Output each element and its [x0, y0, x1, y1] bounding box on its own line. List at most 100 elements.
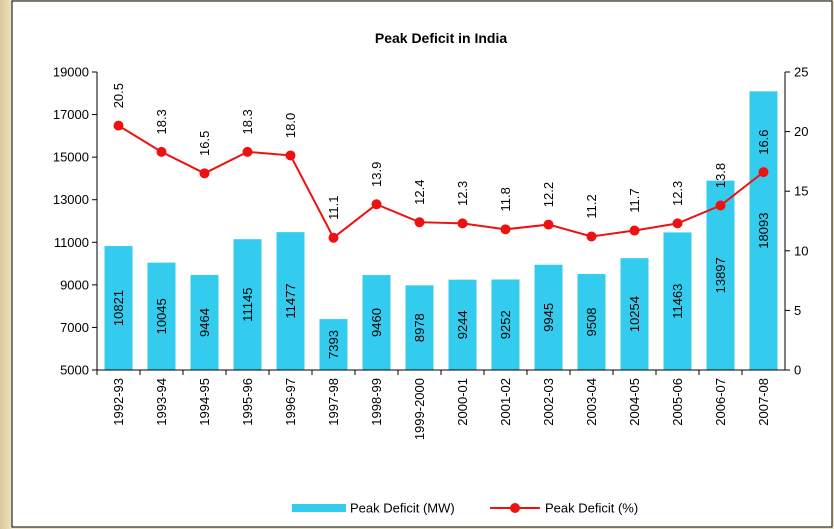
y2-tick-label: 0 — [794, 363, 801, 378]
bar — [405, 285, 434, 370]
bar — [663, 232, 692, 370]
x-tick-label: 1999-2000 — [412, 378, 427, 440]
x-tick-label: 1998-99 — [369, 378, 384, 426]
line-marker — [758, 167, 769, 178]
bar — [534, 264, 563, 370]
line-marker — [629, 225, 640, 236]
bar — [749, 91, 778, 370]
bar — [577, 274, 606, 370]
line-value-label: 12.2 — [541, 182, 556, 207]
line — [117, 124, 765, 240]
line-marker — [586, 231, 597, 242]
line-value-label: 18.3 — [154, 109, 169, 134]
x-tick-label: 2007-08 — [756, 378, 771, 426]
y-tick-label: 15000 — [53, 150, 89, 165]
x-tick-label: 2006-07 — [713, 378, 728, 426]
bar-value-label: 18093 — [756, 213, 771, 249]
x-tick-label: 2004-05 — [627, 378, 642, 426]
y-tick-label: 5000 — [60, 363, 89, 378]
line-value-label: 12.4 — [412, 180, 427, 205]
legend-marker — [510, 503, 520, 513]
line-marker — [457, 218, 468, 229]
bar — [233, 239, 262, 370]
x-tick-label: 2001-02 — [498, 378, 513, 426]
y2-tick-label: 10 — [794, 243, 808, 258]
line-value-label: 16.5 — [197, 131, 212, 156]
y-tick-label: 17000 — [53, 107, 89, 122]
line-marker — [285, 150, 296, 161]
bar — [491, 279, 520, 370]
bar — [319, 319, 348, 370]
bar — [448, 279, 477, 370]
legend-label: Peak Deficit (%) — [545, 501, 638, 516]
bar-value-label: 11463 — [670, 284, 685, 319]
x-tick-label: 1993-94 — [154, 378, 169, 426]
bar — [147, 262, 176, 370]
bar-value-label: 7393 — [326, 330, 341, 359]
bar-value-label: 11145 — [240, 287, 255, 321]
bar — [706, 180, 735, 370]
bar-value-label: 9945 — [541, 303, 556, 332]
y-tick-label: 19000 — [53, 65, 89, 80]
line-value-label: 18.3 — [240, 109, 255, 134]
line-marker — [328, 232, 339, 243]
bar-value-label: 13897 — [713, 257, 728, 293]
legend-swatch — [292, 504, 346, 512]
chart-title: Peak Deficit in India — [375, 30, 507, 46]
x-tick-label: 1994-95 — [197, 378, 212, 426]
x-tick-label: 1997-98 — [326, 378, 341, 426]
line-value-label: 13.8 — [713, 163, 728, 188]
x-tick-label: 2005-06 — [670, 378, 685, 426]
bar — [620, 258, 649, 370]
bar-value-label: 9460 — [369, 308, 384, 337]
x-tick-label: 2000-01 — [455, 378, 470, 426]
y2-tick-label: 5 — [794, 303, 801, 318]
line-value-label: 11.8 — [498, 187, 513, 211]
line-marker — [242, 146, 253, 157]
bar-value-label: 9508 — [584, 308, 599, 337]
bar-value-label: 9252 — [498, 310, 513, 339]
line-marker — [414, 217, 425, 228]
bar — [362, 275, 391, 370]
y-tick-label: 11000 — [54, 235, 89, 250]
bar-value-label: 10254 — [627, 296, 642, 332]
legend-label: Peak Deficit (MW) — [350, 501, 455, 516]
line-value-label: 11.1 — [326, 196, 341, 220]
bar-value-label: 9244 — [455, 310, 470, 339]
x-tick-label: 1995-96 — [240, 378, 255, 426]
bar-value-label: 10821 — [111, 290, 126, 326]
x-tick-label: 1992-93 — [111, 378, 126, 426]
line-value-label: 18.0 — [283, 113, 298, 138]
line-marker — [543, 219, 554, 230]
line-marker — [715, 200, 726, 211]
line-value-label: 16.6 — [756, 129, 771, 154]
line-marker — [371, 199, 382, 210]
bar — [190, 274, 219, 370]
line-marker — [113, 120, 124, 131]
line-value-label: 12.3 — [455, 181, 470, 206]
line-value-label: 13.9 — [369, 162, 384, 187]
line-marker — [156, 146, 167, 157]
line-marker — [500, 224, 511, 235]
bar-value-label: 9464 — [197, 308, 212, 337]
y-tick-label: 13000 — [53, 192, 89, 207]
line-value-label: 20.5 — [111, 83, 126, 108]
y2-tick-label: 20 — [794, 124, 808, 139]
y-tick-label: 9000 — [60, 277, 89, 292]
line-value-label: 11.2 — [584, 194, 599, 218]
line-value-label: 11.7 — [627, 188, 642, 212]
x-tick-label: 2003-04 — [584, 378, 599, 426]
bar-value-label: 10045 — [154, 298, 169, 334]
bar-value-label: 8978 — [412, 313, 427, 342]
line-marker — [672, 218, 683, 229]
bar — [276, 232, 305, 370]
line-marker — [199, 168, 210, 179]
x-tick-label: 1996-97 — [283, 378, 298, 426]
y2-tick-label: 15 — [794, 184, 808, 199]
bar-value-label: 11477 — [283, 283, 298, 318]
line-value-label: 12.3 — [670, 181, 685, 206]
y-tick-label: 7000 — [60, 320, 89, 335]
bar — [104, 246, 133, 370]
